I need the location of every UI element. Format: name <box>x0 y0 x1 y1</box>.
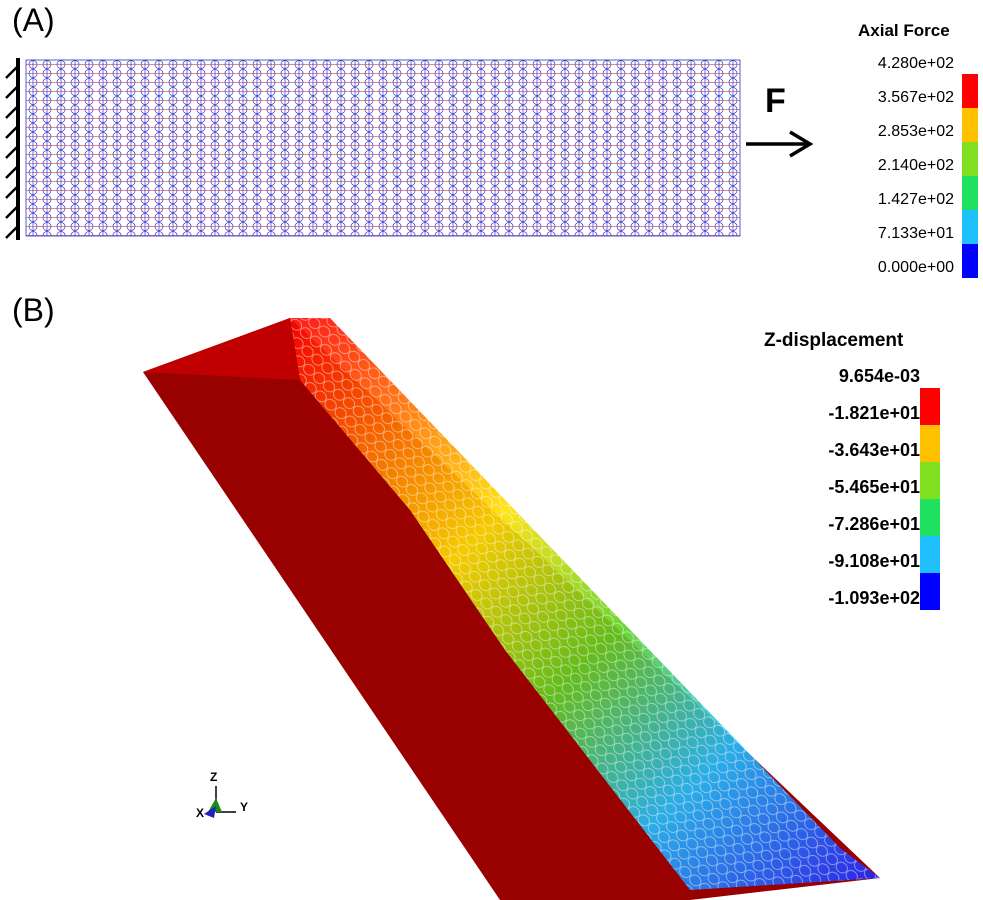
legend-b-tick-6: -1.093e+02 <box>828 588 920 608</box>
mesh-panel-a <box>25 59 741 237</box>
legend-b-swatch-3 <box>920 499 940 536</box>
legend-a-tick-3: 2.140e+02 <box>877 157 954 174</box>
legend-a-swatch-0 <box>962 74 978 108</box>
panel-b-label: (B) <box>12 292 55 328</box>
legend-a-tick-5: 7.133e+01 <box>877 225 954 242</box>
panel-a-label: (A) <box>12 2 55 38</box>
legend-a-swatch-3 <box>962 176 978 210</box>
force-arrow <box>746 130 814 158</box>
triad-x-label: X <box>196 806 205 820</box>
legend-a-swatch-2 <box>962 142 978 176</box>
force-label: F <box>765 82 786 120</box>
legend-b-tick-3: -5.465e+01 <box>828 477 920 497</box>
legend-b-swatch-4 <box>920 536 940 573</box>
legend-b-swatch-0 <box>920 388 940 425</box>
legend-a-tick-2: 2.853e+02 <box>877 123 954 140</box>
legend-b-tick-5: -9.108e+01 <box>828 551 920 571</box>
legend-a-tick-4: 1.427e+02 <box>877 191 954 208</box>
axial-force-legend-title: Axial Force <box>858 21 950 40</box>
legend-b-swatch-1 <box>920 425 940 462</box>
legend-b-swatch-2 <box>920 462 940 499</box>
z-displacement-legend: 9.654e-03 -1.821e+01 -3.643e+01 -5.465e+… <box>760 362 960 622</box>
legend-a-swatch-5 <box>962 244 978 278</box>
legend-b-swatch-5 <box>920 573 940 610</box>
legend-b-tick-0: 9.654e-03 <box>838 366 920 386</box>
coordinate-triad <box>204 786 236 818</box>
axial-force-legend: 4.280e+02 3.567e+02 2.853e+02 2.140e+02 … <box>820 50 980 290</box>
mesh-panel-b <box>290 318 880 890</box>
legend-b-tick-1: -1.821e+01 <box>828 403 920 423</box>
legend-a-tick-1: 3.567e+02 <box>877 89 954 106</box>
triad-y-label: Y <box>240 800 249 814</box>
structure-top-face <box>143 318 300 380</box>
legend-a-swatch-4 <box>962 210 978 244</box>
legend-b-tick-4: -7.286e+01 <box>828 514 920 534</box>
fixed-support <box>5 58 20 240</box>
legend-a-tick-0: 4.280e+02 <box>877 55 954 72</box>
legend-b-tick-2: -3.643e+01 <box>828 440 920 460</box>
z-displacement-legend-title: Z-displacement <box>764 330 904 351</box>
triad-z-label: Z <box>210 770 218 784</box>
legend-a-tick-6: 0.000e+00 <box>877 259 954 276</box>
legend-a-swatch-1 <box>962 108 978 142</box>
